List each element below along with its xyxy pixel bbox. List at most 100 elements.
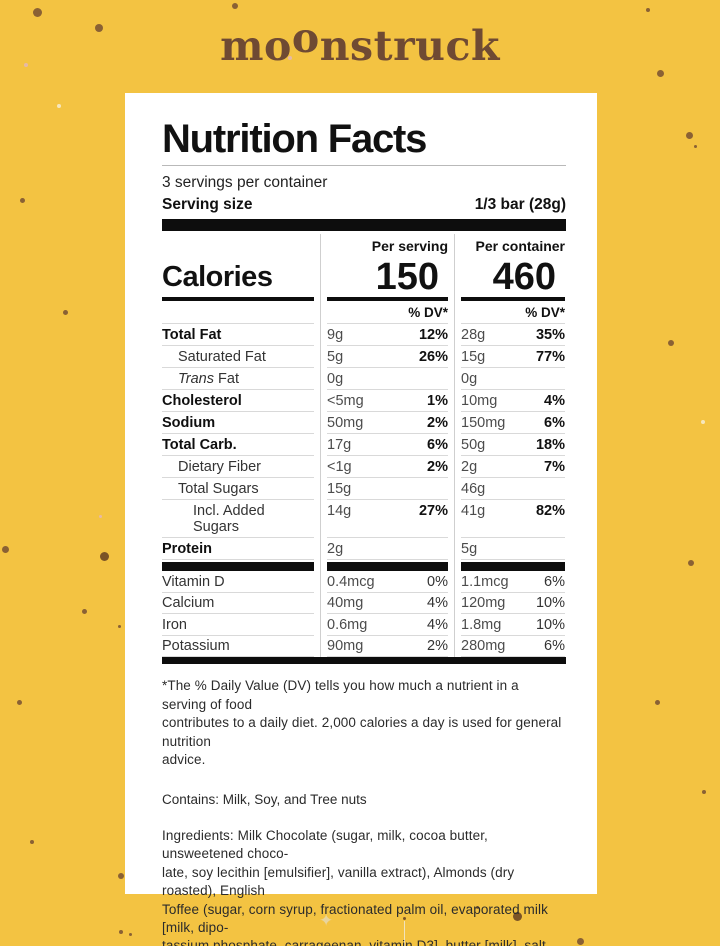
serving-dv: 4% [427, 616, 448, 633]
column-header-row: Per serving Per container [162, 231, 566, 254]
serving-cell: 0g [327, 368, 448, 390]
servings-per-container: 3 servings per container [162, 174, 328, 191]
nutrient-label: Trans Fat [162, 368, 314, 390]
nutrient-row-protein: Protein 2g 5g [162, 538, 566, 560]
logo-text-end: nstruck [319, 22, 500, 70]
serving-dv: 2% [427, 638, 448, 654]
dv-header-serving: % DV* [327, 301, 448, 324]
container-dv: 18% [535, 437, 565, 453]
container-dv: 10% [535, 595, 565, 611]
nutrient-label: Iron [162, 614, 314, 636]
nutrient-label: Total Fat [162, 324, 314, 346]
serving-cell: 50mg 2% [327, 412, 448, 434]
serving-amount: 40mg [327, 595, 364, 611]
container-cell: 0g [461, 368, 565, 390]
container-dv: 6% [544, 415, 565, 431]
nutrition-facts-label: Nutrition Facts 3 servings per container… [162, 118, 566, 946]
speckle-dot [668, 340, 674, 346]
serving-amount: <1g [327, 459, 352, 475]
nutrient-label: Total Sugars [162, 478, 314, 500]
divider-segment [327, 562, 448, 571]
speckle-dot [476, 906, 479, 909]
speckle-dot [513, 912, 522, 921]
serving-dv: 1% [427, 393, 448, 409]
container-dv: 82% [535, 503, 565, 519]
serving-amount: 9g [327, 327, 344, 343]
container-dv: 10% [535, 616, 565, 633]
speckle-dot [129, 933, 132, 936]
thread-decoration [404, 921, 405, 946]
nutrient-label: Protein [162, 538, 314, 560]
speckle-dot [646, 8, 650, 12]
spacer-cell [162, 238, 314, 254]
speckle-dot [702, 790, 706, 794]
speckle-dot [288, 56, 292, 60]
speckle-dot [99, 515, 102, 518]
thick-divider-middle [162, 562, 566, 571]
container-dv: 6% [544, 573, 565, 590]
vitamin-row-calcium: Calcium 40mg 4% 120mg 10% [162, 593, 566, 614]
speckle-dot [20, 198, 25, 203]
container-amount: 280mg [461, 638, 506, 654]
serving-cell: 14g 27% [327, 500, 448, 538]
vitamin-row-potassium: Potassium 90mg 2% 280mg 6% [162, 636, 566, 657]
logo-raised-o: o [291, 14, 320, 62]
nutrient-label: Vitamin D [162, 571, 314, 593]
container-amount: 28g [461, 327, 486, 343]
speckle-dot [17, 700, 22, 705]
nutrient-label: Sodium [162, 412, 314, 434]
calories-per-container-cell: 460 [461, 254, 565, 301]
container-cell: 46g [461, 478, 565, 500]
speckle-dot [30, 840, 34, 844]
nutrient-label: Potassium [162, 636, 314, 657]
serving-cell: 0.6mg 4% [327, 614, 448, 636]
serving-amount: 0.4mcg [327, 573, 375, 590]
speckle-dot [686, 132, 693, 139]
nutrient-label: Dietary Fiber [162, 456, 314, 478]
serving-dv: 2% [427, 415, 448, 431]
nutrient-row-cholesterol: Cholesterol <5mg 1% 10mg 4% [162, 390, 566, 412]
nutrient-row-sodium: Sodium 50mg 2% 150mg 6% [162, 412, 566, 434]
thick-divider-top [162, 219, 566, 231]
speckle-dot [57, 104, 61, 108]
thick-divider-bottom [162, 657, 566, 664]
speckle-dot [24, 63, 28, 67]
nutrient-label: Calcium [162, 593, 314, 614]
brand-logo: moonstruck [0, 14, 720, 70]
serving-amount: 5g [327, 349, 344, 365]
serving-amount: 17g [327, 437, 352, 453]
spacer-cell [162, 301, 314, 324]
nutrient-row-dietary-fiber: Dietary Fiber <1g 2% 2g 7% [162, 456, 566, 478]
nutrient-label: Cholesterol [162, 390, 314, 412]
serving-cell: 0.4mcg 0% [327, 571, 448, 593]
speckle-dot [403, 917, 406, 920]
serving-size-row: Serving size 1/3 bar (28g) [162, 195, 566, 214]
serving-cell: 15g [327, 478, 448, 500]
container-amount: 150mg [461, 415, 506, 431]
serving-amount: 50mg [327, 415, 364, 431]
speckle-dot [118, 873, 124, 879]
container-dv: 7% [544, 459, 565, 475]
speckle-dot [232, 3, 238, 9]
title-divider [162, 165, 566, 166]
container-cell: 15g 77% [461, 346, 565, 368]
serving-amount: 14g [327, 503, 352, 519]
trans-rest: Fat [214, 371, 239, 387]
nutrient-row-saturated-fat: Saturated Fat 5g 26% 15g 77% [162, 346, 566, 368]
serving-cell: 9g 12% [327, 324, 448, 346]
speckle-dot [118, 625, 121, 628]
serving-dv: 4% [427, 595, 448, 611]
container-cell: 1.1mcg 6% [461, 571, 565, 593]
trans-italic: Trans [178, 371, 214, 387]
serving-dv: 26% [418, 349, 448, 365]
container-dv: 6% [544, 638, 565, 654]
serving-dv: 2% [427, 459, 448, 475]
speckle-dot [688, 560, 694, 566]
container-cell: 2g 7% [461, 456, 565, 478]
serving-amount: 90mg [327, 638, 364, 654]
container-cell: 150mg 6% [461, 412, 565, 434]
container-cell: 5g [461, 538, 565, 560]
container-amount: 5g [461, 541, 478, 557]
vitamin-row-iron: Iron 0.6mg 4% 1.8mg 10% [162, 614, 566, 636]
nutrient-label: Total Carb. [162, 434, 314, 456]
